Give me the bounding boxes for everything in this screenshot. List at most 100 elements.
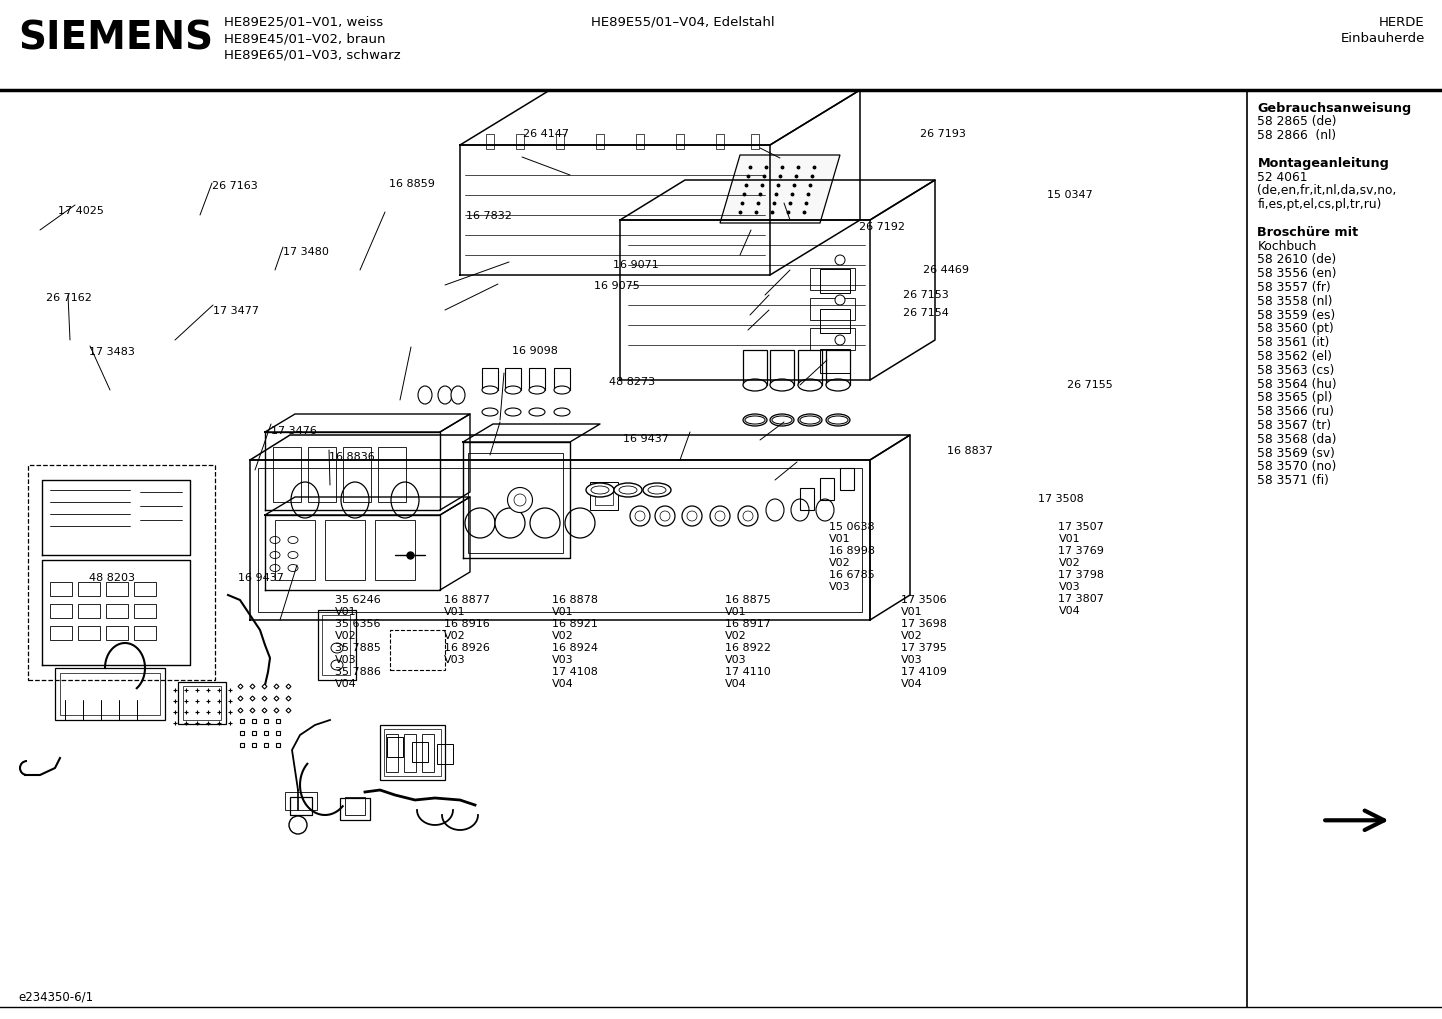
Text: 17 3477: 17 3477 bbox=[213, 306, 260, 316]
Text: 26 4147: 26 4147 bbox=[523, 129, 570, 140]
Polygon shape bbox=[720, 155, 841, 223]
Ellipse shape bbox=[816, 499, 833, 521]
Text: 17 4025: 17 4025 bbox=[58, 206, 104, 216]
Text: Einbauherde: Einbauherde bbox=[1340, 33, 1425, 45]
Ellipse shape bbox=[565, 508, 596, 538]
Bar bbox=[381, 725, 446, 780]
Text: 26 7162: 26 7162 bbox=[46, 293, 92, 304]
Text: HE89E25/01–V01, weiss: HE89E25/01–V01, weiss bbox=[224, 16, 382, 29]
Ellipse shape bbox=[288, 536, 298, 543]
Text: 48 8273: 48 8273 bbox=[609, 377, 655, 387]
Ellipse shape bbox=[647, 486, 666, 494]
Text: 26 7193: 26 7193 bbox=[920, 129, 966, 140]
Ellipse shape bbox=[391, 482, 420, 518]
Text: 16 8859: 16 8859 bbox=[389, 179, 435, 190]
Text: 58 3567 (tr): 58 3567 (tr) bbox=[1257, 419, 1331, 432]
Ellipse shape bbox=[770, 379, 795, 391]
Bar bbox=[183, 686, 221, 720]
Ellipse shape bbox=[746, 416, 766, 424]
Ellipse shape bbox=[451, 386, 464, 404]
Text: 16 8836: 16 8836 bbox=[329, 452, 375, 463]
Text: 26 7153: 26 7153 bbox=[903, 290, 949, 301]
Bar bbox=[810, 268, 855, 290]
Bar bbox=[423, 734, 434, 772]
Bar bbox=[309, 447, 336, 502]
Bar bbox=[505, 368, 521, 390]
Ellipse shape bbox=[554, 408, 570, 416]
Bar bbox=[386, 734, 398, 772]
Ellipse shape bbox=[709, 506, 730, 526]
Text: 15 0638
V01
16 8998
V02
16 6785
V03: 15 0638 V01 16 8998 V02 16 6785 V03 bbox=[829, 522, 875, 592]
Text: Gebrauchsanweisung: Gebrauchsanweisung bbox=[1257, 102, 1412, 115]
Text: 16 7832: 16 7832 bbox=[466, 211, 512, 221]
Bar bbox=[529, 368, 545, 390]
Text: e234350-6/1: e234350-6/1 bbox=[17, 990, 94, 1003]
Text: 58 2865 (de): 58 2865 (de) bbox=[1257, 115, 1337, 128]
Bar bbox=[554, 368, 570, 390]
Bar bbox=[826, 350, 849, 385]
Ellipse shape bbox=[554, 386, 570, 394]
Text: 58 3557 (fr): 58 3557 (fr) bbox=[1257, 281, 1331, 294]
Text: 58 2610 (de): 58 2610 (de) bbox=[1257, 254, 1337, 267]
Bar bbox=[78, 626, 99, 640]
Ellipse shape bbox=[288, 551, 298, 558]
Text: HE89E65/01–V03, schwarz: HE89E65/01–V03, schwarz bbox=[224, 49, 399, 61]
Text: 58 2866  (nl): 58 2866 (nl) bbox=[1257, 129, 1337, 143]
Ellipse shape bbox=[715, 511, 725, 521]
Ellipse shape bbox=[771, 416, 792, 424]
Bar bbox=[258, 468, 862, 612]
Ellipse shape bbox=[835, 335, 845, 345]
Text: 58 3565 (pl): 58 3565 (pl) bbox=[1257, 391, 1332, 405]
Bar bbox=[61, 673, 160, 715]
Text: 16 9437: 16 9437 bbox=[238, 573, 284, 583]
Bar bbox=[437, 744, 453, 764]
Text: 26 7163: 26 7163 bbox=[212, 181, 258, 192]
Ellipse shape bbox=[270, 551, 280, 558]
Bar bbox=[290, 797, 311, 815]
Bar bbox=[375, 520, 415, 580]
Text: 17 3483: 17 3483 bbox=[89, 347, 136, 358]
Text: 17 3476: 17 3476 bbox=[271, 426, 317, 436]
Bar bbox=[78, 582, 99, 596]
Ellipse shape bbox=[826, 414, 849, 426]
Ellipse shape bbox=[270, 565, 280, 572]
Text: fi,es,pt,el,cs,pl,tr,ru): fi,es,pt,el,cs,pl,tr,ru) bbox=[1257, 199, 1381, 211]
Ellipse shape bbox=[800, 416, 820, 424]
Text: 35 6246
V01
35 6356
V02
35 7885
V03
35 7886
V04: 35 6246 V01 35 6356 V02 35 7885 V03 35 7… bbox=[335, 595, 381, 689]
Ellipse shape bbox=[682, 506, 702, 526]
Text: 16 9071: 16 9071 bbox=[613, 260, 659, 270]
Bar bbox=[590, 482, 619, 510]
Bar bbox=[273, 447, 301, 502]
Ellipse shape bbox=[270, 536, 280, 543]
Ellipse shape bbox=[770, 414, 795, 426]
Bar bbox=[486, 135, 495, 149]
Text: 26 7155: 26 7155 bbox=[1067, 380, 1113, 390]
Text: HE89E45/01–V02, braun: HE89E45/01–V02, braun bbox=[224, 33, 385, 45]
Bar bbox=[810, 298, 855, 320]
Text: 58 3570 (no): 58 3570 (no) bbox=[1257, 461, 1337, 474]
Ellipse shape bbox=[340, 482, 369, 518]
Bar bbox=[50, 604, 72, 618]
Bar bbox=[482, 368, 497, 390]
Text: Kochbuch: Kochbuch bbox=[1257, 239, 1317, 253]
Text: 58 3559 (es): 58 3559 (es) bbox=[1257, 309, 1335, 322]
Bar bbox=[412, 742, 428, 762]
Ellipse shape bbox=[643, 483, 671, 497]
Ellipse shape bbox=[743, 379, 767, 391]
Bar bbox=[404, 734, 415, 772]
Text: 17 3507
V01
17 3769
V02
17 3798
V03
17 3807
V04: 17 3507 V01 17 3769 V02 17 3798 V03 17 3… bbox=[1058, 522, 1105, 615]
Bar bbox=[55, 668, 164, 720]
Text: 16 9098: 16 9098 bbox=[512, 346, 558, 357]
Ellipse shape bbox=[630, 506, 650, 526]
Ellipse shape bbox=[619, 486, 637, 494]
Bar bbox=[389, 630, 446, 671]
Bar bbox=[134, 582, 156, 596]
Ellipse shape bbox=[495, 508, 525, 538]
Bar bbox=[345, 797, 365, 815]
Bar bbox=[78, 604, 99, 618]
Ellipse shape bbox=[291, 482, 319, 518]
Ellipse shape bbox=[792, 499, 809, 521]
Text: 58 3569 (sv): 58 3569 (sv) bbox=[1257, 446, 1335, 460]
Ellipse shape bbox=[835, 294, 845, 305]
Ellipse shape bbox=[660, 511, 671, 521]
